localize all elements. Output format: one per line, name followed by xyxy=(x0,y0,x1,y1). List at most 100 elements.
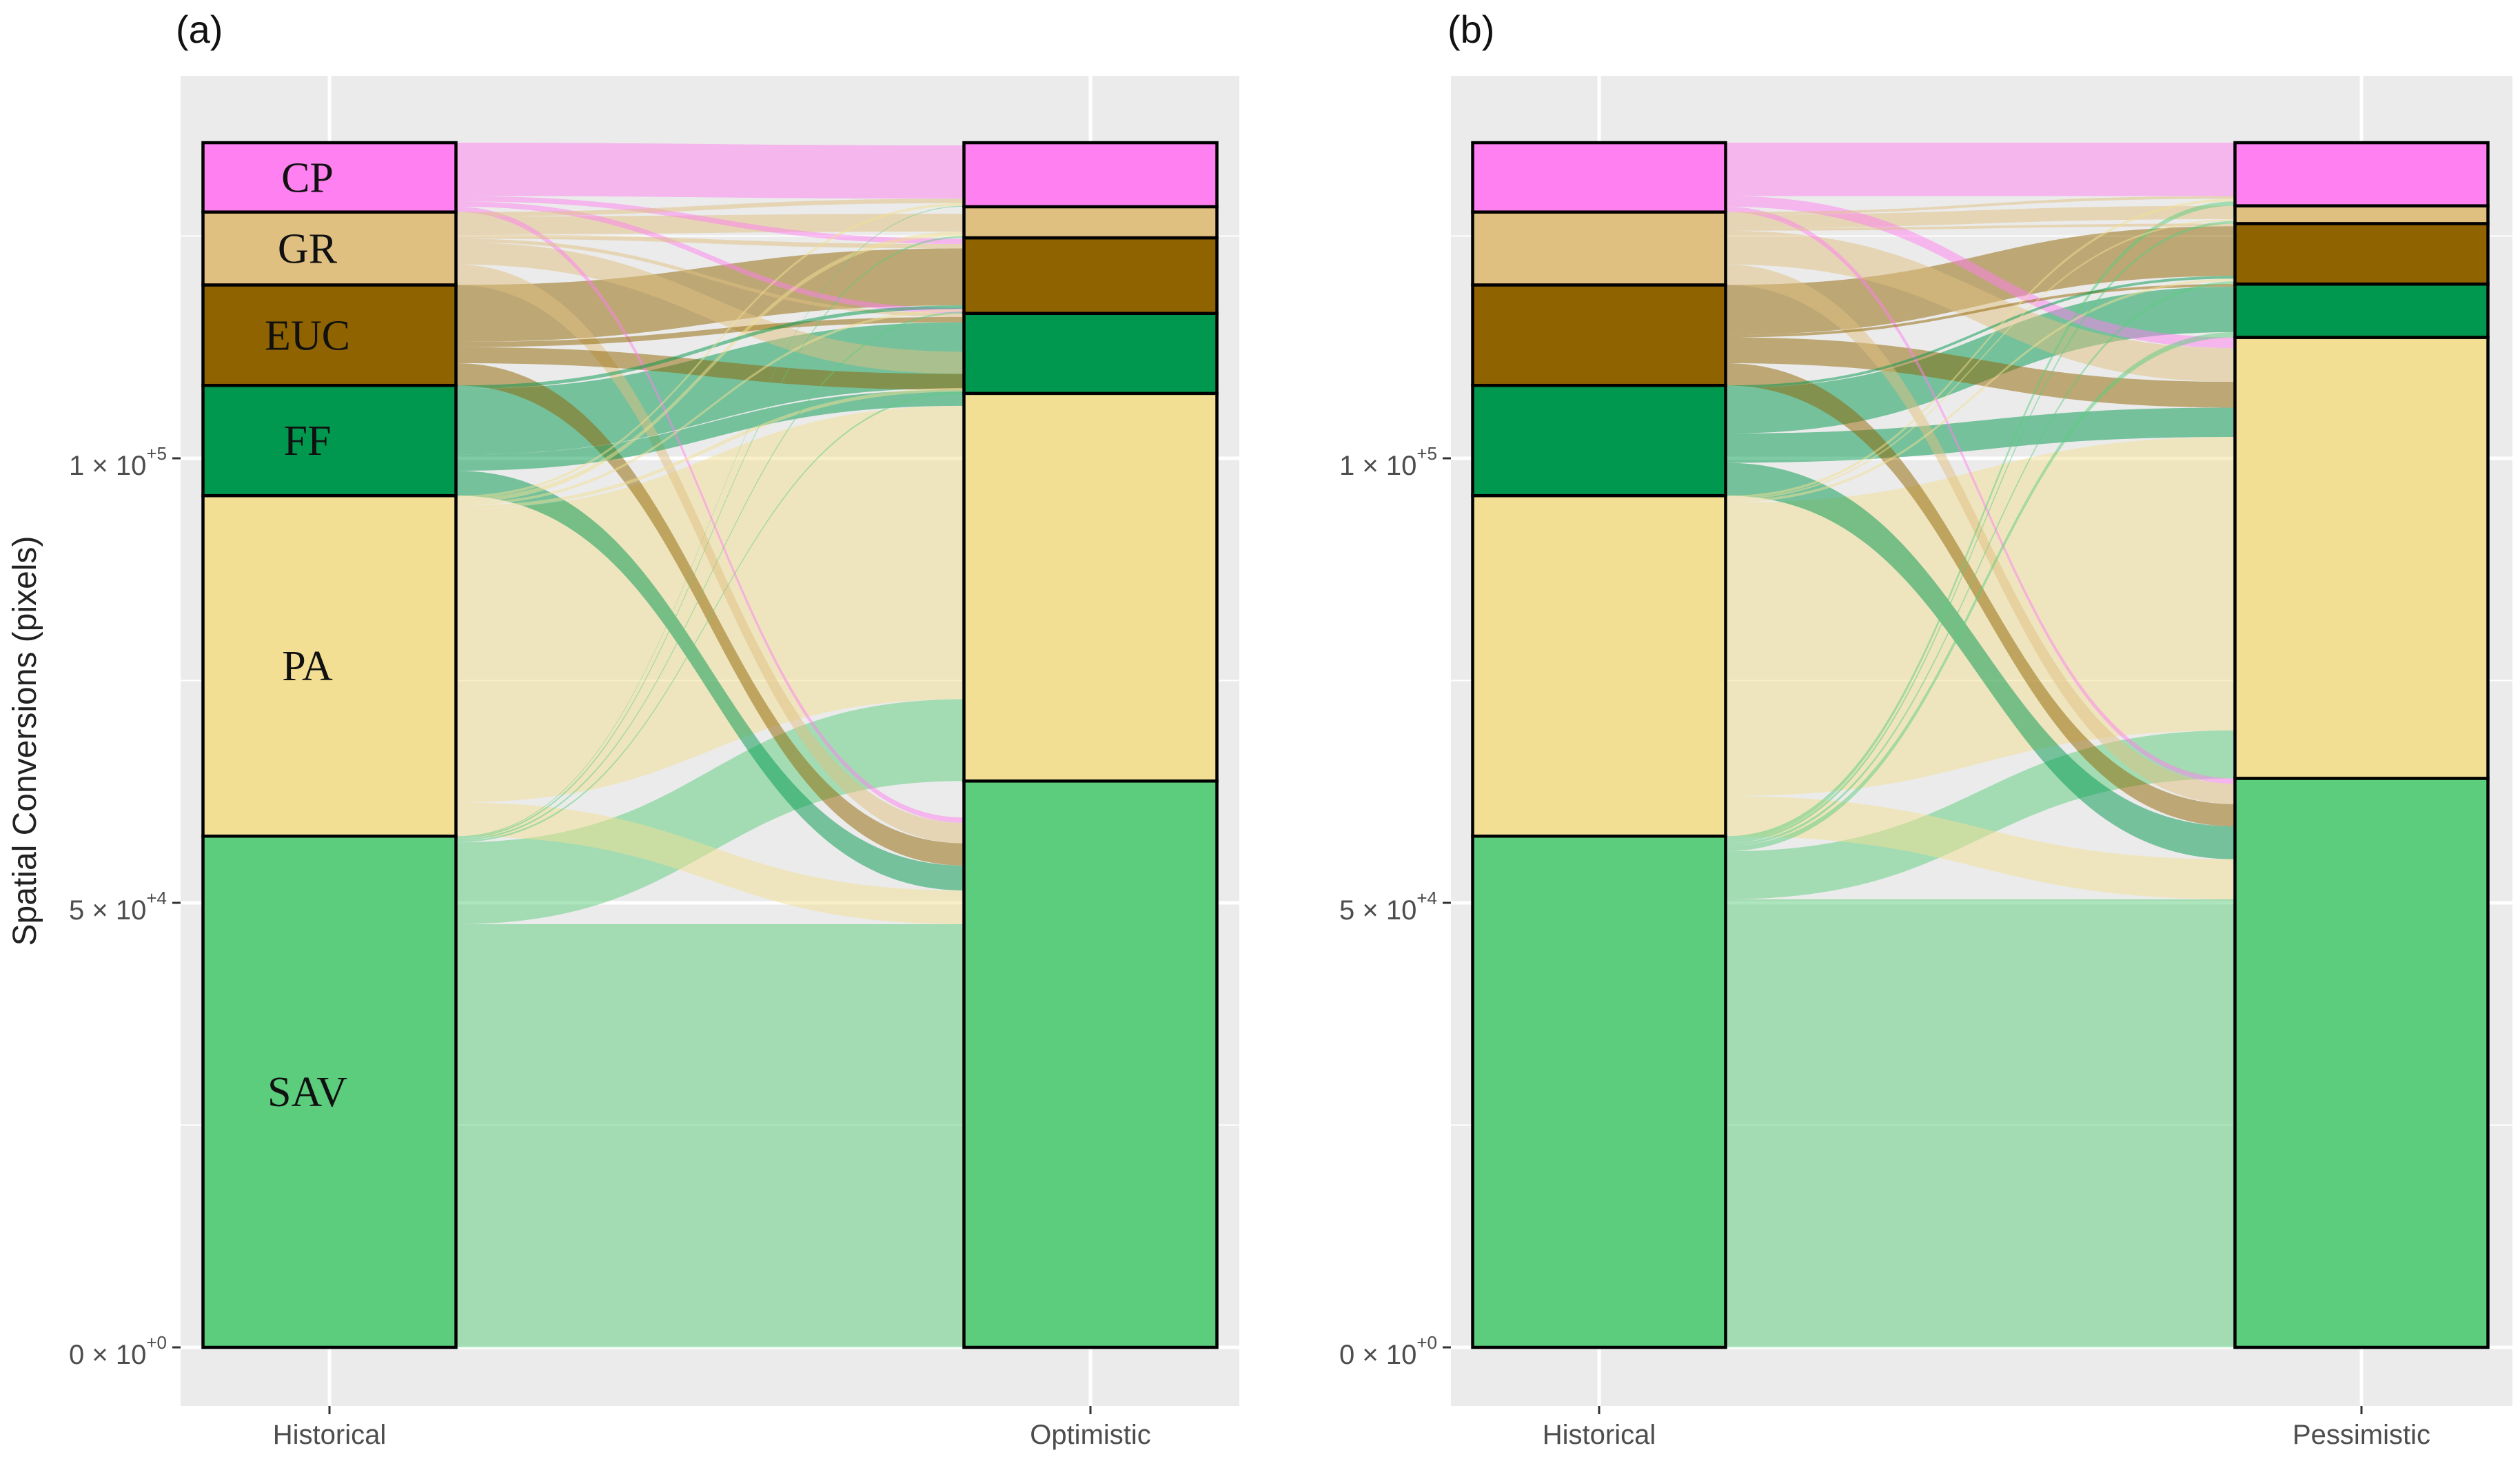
y-axis: 0 × 10+0 5 × 10+4 1 × 10+5 xyxy=(1339,443,1451,1370)
y-tick-label: 5 × 10+4 xyxy=(69,888,167,926)
flow-sav-to-gr xyxy=(1725,221,2235,844)
stratum-ff xyxy=(962,312,1219,396)
flow-pa-to-sav xyxy=(1725,796,2235,899)
x-tick-label-historical: Historical xyxy=(1543,1420,1656,1450)
stratum-label-sav: SAV xyxy=(267,1069,347,1116)
flow-ff-to-pa xyxy=(1725,407,2235,463)
flow-sav-to-sav xyxy=(1725,899,2235,1347)
y-tick-label: 5 × 10+4 xyxy=(1339,888,1437,926)
flow-sav-to-euc xyxy=(456,312,964,841)
flow-gr-to-gr xyxy=(1725,205,2235,228)
flow-cp-to-sav xyxy=(1725,206,2235,784)
flow-euc-to-sav xyxy=(1725,363,2235,827)
y-tick-label: 0 × 10+0 xyxy=(69,1332,167,1370)
flow-gr-to-cp xyxy=(456,198,964,217)
stratum-cp xyxy=(2233,141,2490,207)
flow-sav-to-sav xyxy=(456,924,964,1347)
flow-gr-to-ff xyxy=(456,238,964,317)
stratum-label-ff: FF xyxy=(284,418,332,465)
stratum-label-pa: PA xyxy=(282,643,333,690)
flow-sav-to-ff xyxy=(456,391,964,843)
stratum-ff xyxy=(201,383,458,498)
stratum-gr xyxy=(1471,210,1727,287)
flow-ff-to-euc xyxy=(456,305,964,389)
flow-ff-to-sav xyxy=(1725,462,2235,859)
y-tick-label: 0 × 10+0 xyxy=(1339,1332,1437,1370)
flow-gr-to-gr xyxy=(456,214,964,234)
stratum-sav xyxy=(1471,835,1727,1349)
x-tick-label-pessimistic: Pessimistic xyxy=(2293,1420,2430,1450)
stratum-pa xyxy=(2233,336,2490,780)
stratum-ff xyxy=(1471,383,1727,498)
y-tick-label: 1 × 10+5 xyxy=(1339,443,1437,481)
x-axis: Historical Pessimistic xyxy=(1543,1406,2430,1450)
panel-a: (a) SAV PA FF EUC GR CP Historical Optimistic 0 ×… xyxy=(69,8,1239,1450)
stratum-cp xyxy=(962,141,1219,209)
stratum-label-cp: CP xyxy=(281,154,334,201)
x-tick-label-historical: Historical xyxy=(273,1420,386,1450)
stratum-cp xyxy=(201,141,458,214)
flow-gr-to-euc xyxy=(1725,223,2235,231)
stratum-pa xyxy=(201,493,458,838)
flow-ff-to-sav xyxy=(456,471,964,890)
stratum-euc xyxy=(2233,222,2490,286)
x-axis: Historical Optimistic xyxy=(273,1406,1151,1450)
flow-sav-to-cp xyxy=(1725,201,2235,841)
flow-pa-to-sav xyxy=(456,802,964,924)
x-tick-label-optimistic: Optimistic xyxy=(1030,1420,1151,1450)
flows xyxy=(1725,143,2235,1347)
panel-tag: (b) xyxy=(1447,8,1494,51)
flow-sav-to-cp xyxy=(456,205,964,837)
panel-tag: (a) xyxy=(176,8,223,51)
flow-cp-to-cp xyxy=(456,143,964,199)
flow-cp-to-euc xyxy=(456,196,964,245)
flow-pa-to-cp xyxy=(1725,198,2235,499)
stratum-label-gr: GR xyxy=(278,226,338,273)
panel-b: (b) Historical Pessimistic 0 × 10+0 5 × 10+4… xyxy=(1339,8,2512,1450)
flow-pa-to-gr xyxy=(456,232,964,503)
stratum-euc xyxy=(201,283,458,387)
flow-sav-to-euc xyxy=(1725,281,2235,846)
flow-ff-to-euc xyxy=(1725,276,2235,389)
flow-gr-to-sav xyxy=(1725,264,2235,804)
flow-cp-to-ff xyxy=(456,201,964,314)
stratum-gr xyxy=(962,205,1219,240)
flow-ff-to-pa xyxy=(456,389,964,471)
stratum-pa xyxy=(1471,493,1727,838)
strata-pessimistic xyxy=(2233,141,2490,1349)
flow-gr-to-sav xyxy=(456,264,964,844)
flow-pa-to-cp xyxy=(456,203,964,499)
flow-euc-to-sav xyxy=(456,363,964,866)
flows xyxy=(456,143,964,1347)
flow-euc-to-euc xyxy=(456,248,964,343)
strata-optimistic xyxy=(962,141,1219,1349)
stratum-ff xyxy=(2233,282,2490,339)
stratum-cp xyxy=(1471,141,1727,214)
stratum-euc xyxy=(962,236,1219,315)
flow-pa-to-euc xyxy=(1725,278,2235,503)
flow-gr-to-euc xyxy=(456,234,964,249)
stratum-sav xyxy=(2233,777,2490,1349)
flow-pa-to-euc xyxy=(456,309,964,506)
flow-cp-to-sav xyxy=(456,206,964,823)
stratum-euc xyxy=(1471,283,1727,387)
y-tick-label: 1 × 10+5 xyxy=(69,443,167,481)
y-axis: 0 × 10+0 5 × 10+4 1 × 10+5 xyxy=(69,443,181,1370)
flow-cp-to-cp xyxy=(1725,143,2235,196)
flow-sav-to-gr xyxy=(456,236,964,839)
stratum-label-euc: EUC xyxy=(265,312,350,359)
flow-pa-to-ff xyxy=(456,388,964,509)
stratum-pa xyxy=(962,391,1219,783)
flow-euc-to-ff xyxy=(456,316,964,347)
flow-sav-to-ff xyxy=(1725,331,2235,852)
flow-euc-to-ff xyxy=(1725,284,2235,338)
strata-historical xyxy=(1471,141,1727,1349)
stratum-gr xyxy=(2233,204,2490,225)
stratum-sav xyxy=(962,779,1219,1349)
flow-euc-to-euc xyxy=(1725,226,2235,335)
flow-cp-to-pa xyxy=(1725,196,2235,349)
flow-gr-to-cp xyxy=(1725,196,2235,215)
strata-historical: SAV PA FF EUC GR CP xyxy=(201,141,458,1349)
flow-pa-to-gr xyxy=(1725,218,2235,500)
